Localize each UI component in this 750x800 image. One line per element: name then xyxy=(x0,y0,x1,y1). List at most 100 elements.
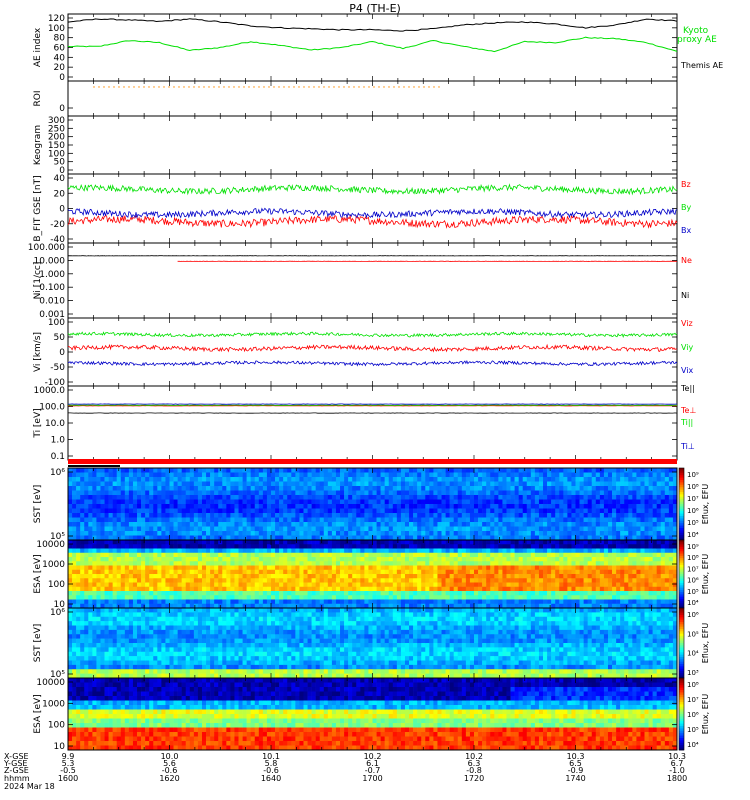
spec_sst_e-cell xyxy=(185,508,191,514)
spec_sst_e-cell xyxy=(571,472,576,478)
spec_sst_e-cell xyxy=(607,522,613,527)
spec_sst_e-cell xyxy=(246,499,251,505)
spec_esa_e-cell xyxy=(104,548,109,554)
spec_esa_e-cell xyxy=(128,603,134,609)
spec_esa_e-cell xyxy=(287,599,292,605)
spec_esa_e-cell xyxy=(327,586,333,592)
spec_esa_e-cell xyxy=(132,603,138,609)
spec_esa_e-cell xyxy=(100,540,105,545)
spec_sst_e-cell xyxy=(547,495,552,500)
spec_sst_e-cell xyxy=(364,508,369,514)
spec_sst_e-cell xyxy=(413,495,418,500)
spec_esa_e-cell xyxy=(494,599,499,605)
spec_esa_e-cell xyxy=(181,582,187,588)
spec_esa_e-cell xyxy=(132,586,138,592)
spec_sst_e-cell xyxy=(656,522,662,527)
spec_sst_e-cell xyxy=(226,504,231,509)
spec_esa_e-cell xyxy=(104,574,109,579)
spec_esa_e-cell xyxy=(189,565,195,571)
spec_sst_e-cell xyxy=(607,477,613,482)
spec_esa_e-cell xyxy=(238,578,243,583)
spec_sst_e-cell xyxy=(169,513,174,518)
spec_sst_e-cell xyxy=(100,472,105,478)
spec_sst_e-cell xyxy=(84,490,89,496)
spec_esa_e-cell xyxy=(534,557,540,562)
spec_sst_e-cell xyxy=(522,472,528,478)
spec_sst_e-cell xyxy=(668,486,674,491)
spec_esa_e-cell xyxy=(457,574,463,579)
spec_sst_e-cell xyxy=(104,508,109,514)
spec_sst_e-cell xyxy=(193,513,199,518)
spec_sst_e-cell xyxy=(518,490,524,496)
spec_sst_e-cell xyxy=(595,495,601,500)
spec_sst_e-cell xyxy=(128,495,134,500)
spec_sst_e-cell xyxy=(583,526,588,532)
spec_esa_e-cell xyxy=(250,595,256,600)
spec_sst_e-cell xyxy=(648,508,653,514)
spec_sst_e-cell xyxy=(287,504,292,509)
spec_esa_e-cell xyxy=(279,578,284,583)
spec_esa_e-cell xyxy=(421,565,426,571)
spec_sst_e-cell xyxy=(335,517,341,523)
spec_sst_e-colorbar-step xyxy=(679,484,684,488)
spec_sst_e-cell xyxy=(551,468,556,473)
roi-dot xyxy=(198,86,200,88)
spec_sst_e-cell xyxy=(72,472,77,478)
spec_esa_e-cell xyxy=(141,599,146,605)
spec_esa_e-cell xyxy=(311,574,316,579)
spec_sst_e-cell xyxy=(299,535,304,541)
spec_sst_e-cell xyxy=(668,495,674,500)
spec_esa_e-cell xyxy=(80,586,85,592)
spec_esa_e-cell xyxy=(413,561,418,566)
spec_sst_e-cell xyxy=(307,486,312,491)
spec_esa_e-cell xyxy=(502,552,507,558)
spec_esa_e-cell xyxy=(96,540,101,545)
spec_sst_e-cell xyxy=(214,490,219,496)
spec_esa_e-cell xyxy=(137,591,142,596)
spec_esa_e-cell xyxy=(201,574,207,579)
spec_sst_e-cell xyxy=(112,522,118,527)
spec_sst_e-cell xyxy=(128,535,134,541)
spec_sst_e-cell xyxy=(92,504,97,509)
spec_sst_e-cell xyxy=(559,531,564,536)
spec_esa_e-cell xyxy=(246,548,251,554)
spec_sst_e-cell xyxy=(108,477,113,482)
spec_sst_e-cell xyxy=(449,477,454,482)
spec_esa_e-cell xyxy=(530,578,536,583)
spec_sst_e-cell xyxy=(640,486,645,491)
spec_sst_e-cell xyxy=(640,481,645,487)
spec_esa_e-cell xyxy=(287,574,292,579)
spec_sst_e-cell xyxy=(616,472,621,478)
spec_esa_e-cell xyxy=(482,603,487,609)
spec_esa_e-cell xyxy=(238,582,243,588)
spec_esa_e-cell xyxy=(287,582,292,588)
spec_sst_e-cell xyxy=(571,499,576,505)
spec_sst_e-colorbar-step xyxy=(679,482,684,486)
spec_esa_e-cell xyxy=(315,574,321,579)
spec_sst_e-cell xyxy=(104,481,109,487)
spec_esa_e-cell xyxy=(530,599,536,605)
spec_sst_e-cell xyxy=(169,495,174,500)
spec_esa_e-cell xyxy=(388,578,394,583)
spec_sst_e-cell xyxy=(242,522,247,527)
spec_esa_e-cell xyxy=(165,599,170,605)
spec_esa_e-cell xyxy=(246,565,251,571)
spec_esa_e-cell xyxy=(461,565,467,571)
spec_esa_e-cell xyxy=(291,578,296,583)
spec_sst_e-cell xyxy=(571,477,576,482)
spec_sst_e-cell xyxy=(177,472,182,478)
spec_sst_e-cell xyxy=(624,490,629,496)
spec_esa_e-cell xyxy=(360,569,365,575)
spec_esa_e-cell xyxy=(437,544,442,549)
spec_sst_e-cell xyxy=(348,526,353,532)
spec_sst_e-cell xyxy=(100,495,105,500)
spec_esa_e-cell xyxy=(120,599,126,605)
spec_esa_e-cell xyxy=(226,603,231,609)
spec_esa_e-cell xyxy=(193,582,199,588)
spec_sst_e-cell xyxy=(567,490,572,496)
spec_esa_e-cell xyxy=(392,599,398,605)
spec_esa_e-cell xyxy=(234,561,239,566)
spec_sst_e-cell xyxy=(177,508,182,514)
spec_esa_e-cell xyxy=(502,595,507,600)
spec_esa_e-cell xyxy=(327,557,333,562)
